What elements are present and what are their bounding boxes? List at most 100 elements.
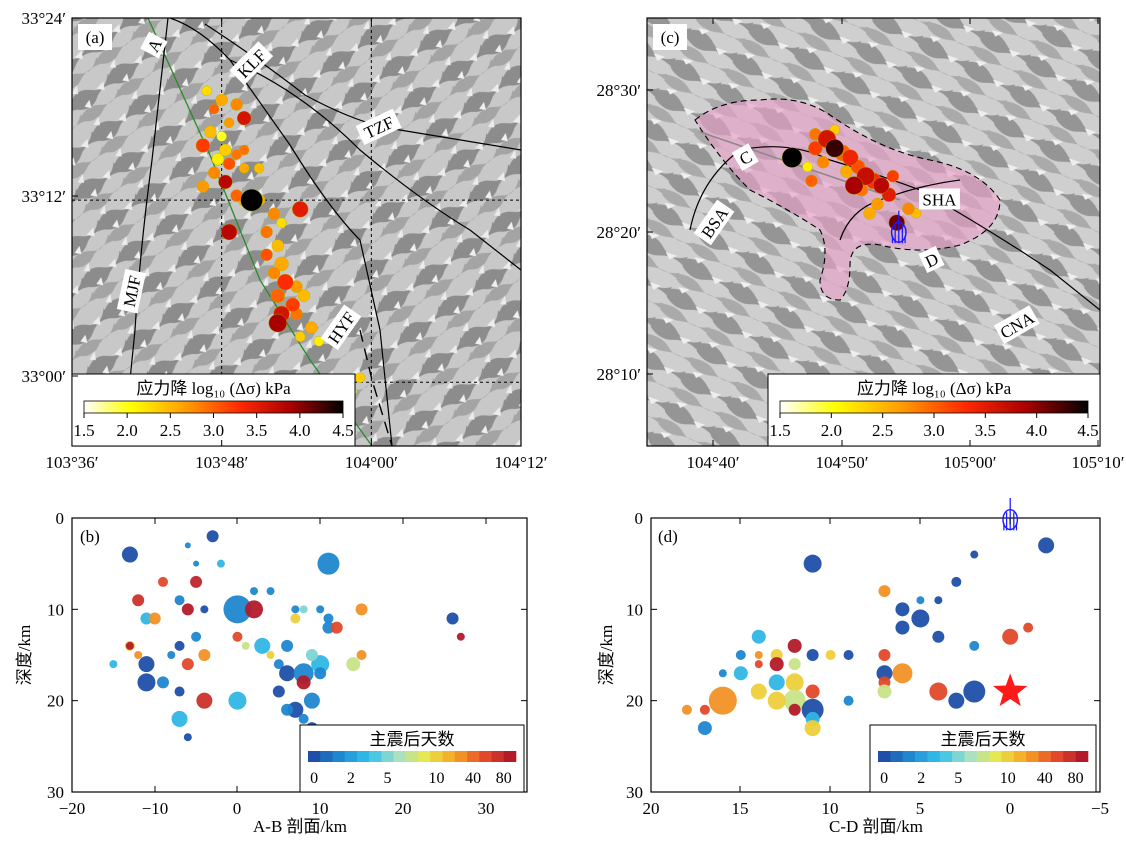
event-point bbox=[446, 612, 459, 625]
colorbar-segment bbox=[1001, 751, 1015, 762]
event-point bbox=[733, 666, 748, 681]
fault-branch bbox=[229, 59, 521, 271]
event-point bbox=[138, 656, 155, 673]
panel-a-map: AKLFTZFMJFHYFB (a) 应力降 log₁₀ (Δσ) kPa1.5… bbox=[21, 9, 547, 472]
event-point bbox=[697, 721, 712, 736]
colorbar-tick-label: 40 bbox=[1037, 770, 1053, 787]
event-point bbox=[190, 575, 203, 588]
x-tick-label: 104°12′ bbox=[494, 453, 547, 472]
y-tick-label: 0 bbox=[635, 509, 644, 528]
event-point bbox=[137, 673, 156, 692]
event-point bbox=[911, 609, 930, 628]
event-point bbox=[788, 658, 801, 671]
fault-label: D bbox=[918, 245, 945, 273]
y-tick-label: 33°24′ bbox=[21, 9, 66, 28]
x-tick-label: 103°48′ bbox=[195, 453, 248, 472]
x-tick-label: −10 bbox=[142, 799, 169, 818]
fault-label: SHA bbox=[918, 188, 960, 210]
event-point bbox=[267, 207, 281, 220]
event-point bbox=[781, 147, 803, 168]
panel-c-colorbar: 应力降 log₁₀ (Δσ) kPa 1.5 2.0 2.5 3.0 3.5 4.0 4.5 bbox=[767, 373, 1101, 447]
colorbar-segment bbox=[308, 751, 321, 762]
panel-d-xlabel: C-D 剖面/km bbox=[829, 817, 923, 836]
mechanism-lines bbox=[891, 210, 906, 244]
colorbar-segment bbox=[939, 751, 953, 762]
event-point bbox=[290, 613, 301, 624]
fault-label-bg bbox=[918, 188, 960, 210]
colorbar-segment bbox=[418, 751, 431, 762]
event-point bbox=[804, 720, 821, 737]
colorbar-title: 主震后天数 bbox=[370, 730, 455, 749]
event-point bbox=[969, 640, 980, 651]
event-point bbox=[266, 587, 275, 596]
event-point bbox=[273, 659, 284, 670]
event-point bbox=[699, 704, 710, 715]
event-point bbox=[121, 546, 138, 563]
event-point bbox=[277, 273, 294, 291]
colorbar-tick-label: 2.0 bbox=[821, 421, 842, 440]
event-point bbox=[754, 660, 763, 669]
y-tick-label: 30 bbox=[47, 783, 64, 802]
event-point bbox=[276, 217, 287, 229]
colorbar-tick-label: 5 bbox=[384, 770, 392, 787]
event-point bbox=[266, 651, 275, 659]
event-point bbox=[916, 596, 925, 605]
colorbar-tick-label: 5 bbox=[954, 770, 962, 787]
panel-d-events bbox=[681, 497, 1055, 737]
event-point bbox=[314, 667, 327, 680]
y-tick-label: 10 bbox=[626, 600, 643, 619]
x-tick-label: 0 bbox=[1006, 799, 1015, 818]
event-point bbox=[215, 93, 228, 107]
event-point bbox=[196, 692, 213, 709]
panel-c-tag: (c) bbox=[661, 28, 680, 47]
event-point bbox=[291, 605, 300, 614]
x-tick-label: 105°10′ bbox=[1071, 453, 1124, 472]
event-point bbox=[216, 131, 227, 142]
event-point bbox=[268, 313, 287, 333]
colorbar-segment bbox=[1075, 751, 1089, 762]
colorbar-tick-label: 3.0 bbox=[923, 421, 944, 440]
event-point bbox=[1038, 537, 1055, 554]
event-point bbox=[305, 321, 318, 334]
event-point bbox=[174, 595, 185, 606]
event-point bbox=[769, 657, 784, 672]
event-point bbox=[825, 139, 844, 158]
x-tick-label: 105°00′ bbox=[943, 453, 996, 472]
event-point bbox=[245, 600, 263, 619]
event-point bbox=[134, 651, 143, 659]
event-point bbox=[223, 595, 252, 624]
event-point bbox=[951, 576, 962, 587]
fault-label-bg bbox=[355, 108, 402, 146]
colorbar-title: 应力降 log₁₀ (Δσ) kPa bbox=[857, 379, 1012, 398]
event-point bbox=[842, 149, 859, 166]
event-point bbox=[195, 138, 211, 153]
panel-a-tag-box bbox=[78, 24, 112, 50]
event-point bbox=[254, 637, 271, 654]
fault-label-bg bbox=[693, 199, 735, 246]
colorbar-tick-label: 3.0 bbox=[203, 421, 224, 440]
event-point bbox=[802, 161, 813, 173]
event-point bbox=[871, 197, 884, 211]
event-point bbox=[356, 650, 367, 660]
colorbar-tick-label: 1.5 bbox=[73, 421, 94, 440]
event-point bbox=[140, 612, 153, 625]
event-point bbox=[171, 710, 188, 727]
event-point bbox=[238, 144, 250, 156]
fault-bsa-cna bbox=[689, 146, 1100, 311]
panel-d-colorbar: 主震后天数 0 2 5 10 40 80 bbox=[869, 724, 1097, 793]
panel-c-tag-box bbox=[653, 24, 687, 50]
event-point bbox=[222, 157, 236, 170]
y-tick-label: 28°10′ bbox=[596, 365, 641, 384]
event-point bbox=[785, 673, 804, 692]
y-tick-label: 20 bbox=[626, 692, 643, 711]
event-point bbox=[456, 632, 465, 641]
colorbar-segment bbox=[393, 751, 407, 762]
event-point bbox=[148, 612, 161, 625]
colorbar-segment bbox=[430, 751, 443, 762]
colorbar-segment bbox=[381, 751, 394, 762]
event-point bbox=[198, 649, 211, 661]
panel-a-ticks: 103°36′ 103°48′ 104°00′ 104°12′ 33°24′ 33°12′… bbox=[21, 9, 547, 472]
x-tick-label: 104°40′ bbox=[686, 453, 739, 472]
event-point bbox=[181, 658, 194, 671]
event-point bbox=[843, 695, 854, 706]
